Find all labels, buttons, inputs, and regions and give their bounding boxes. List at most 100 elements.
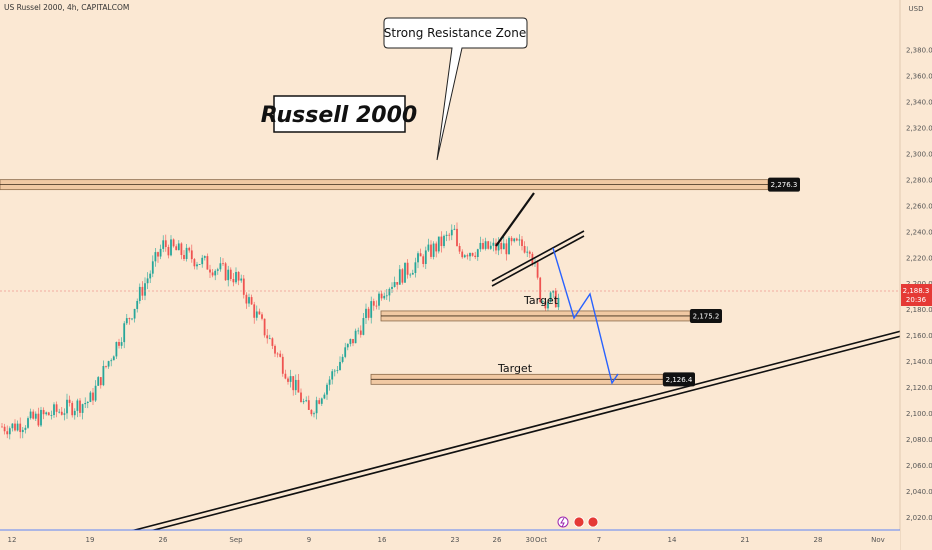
candle <box>37 407 40 427</box>
candle <box>255 305 258 321</box>
candle <box>300 388 302 403</box>
candle <box>11 423 14 432</box>
candle <box>331 368 334 385</box>
candle <box>216 267 219 275</box>
candle <box>456 222 458 247</box>
candle <box>73 408 76 420</box>
candle <box>518 234 521 246</box>
candle <box>92 387 94 406</box>
candle <box>274 344 276 357</box>
candle <box>323 392 326 400</box>
candle <box>539 276 542 304</box>
candle <box>206 253 209 270</box>
candle <box>440 231 443 253</box>
current-price-value: 2,188.3 <box>903 287 930 295</box>
candle <box>346 343 349 351</box>
candle <box>487 240 490 250</box>
candle <box>128 317 131 325</box>
candle <box>552 290 555 298</box>
y-tick-label: 2,180.0 <box>906 306 932 314</box>
event-icons[interactable] <box>557 516 599 528</box>
uptrend-line[interactable] <box>111 322 932 542</box>
candle <box>380 290 383 301</box>
candle <box>55 401 58 418</box>
candle <box>396 281 399 290</box>
candle <box>422 254 425 268</box>
y-tick-label: 2,040.0 <box>906 488 932 496</box>
chart-title-box: Russell 2000 <box>261 95 417 133</box>
candle <box>328 376 331 391</box>
x-tick-label: 28 <box>814 536 823 544</box>
callout-text: Strong Resistance Zone <box>384 26 526 40</box>
candle <box>281 353 284 377</box>
current-price-tag: 2,188.3 20:36 <box>901 284 932 306</box>
candle <box>131 318 133 321</box>
candle <box>107 360 110 369</box>
candle <box>224 261 227 282</box>
candle <box>359 325 362 338</box>
x-tick-label: 19 <box>86 536 95 544</box>
price-axis[interactable] <box>900 0 932 550</box>
x-tick-label: Nov <box>871 536 885 544</box>
candle <box>63 408 66 421</box>
y-tick-label: 2,160.0 <box>906 332 932 340</box>
candle <box>141 281 144 300</box>
resistance-callout[interactable]: Strong Resistance Zone <box>383 17 528 161</box>
candle <box>383 292 386 300</box>
candle <box>40 406 42 427</box>
y-tick-label: 2,260.0 <box>906 202 932 210</box>
candle <box>461 249 464 259</box>
candle <box>185 243 188 262</box>
candle <box>177 240 180 251</box>
candle <box>326 382 328 400</box>
candle <box>266 328 269 344</box>
candle <box>198 263 201 265</box>
level-price-label: 2,126.4 <box>666 376 693 384</box>
us-flag-icon[interactable] <box>573 516 585 528</box>
time-axis[interactable] <box>0 530 900 550</box>
candle <box>170 235 172 257</box>
candle <box>45 411 48 416</box>
candle <box>508 236 510 255</box>
candle <box>112 355 115 361</box>
lightning-icon[interactable] <box>557 516 569 528</box>
candle <box>333 369 336 377</box>
candle <box>354 328 357 344</box>
candle <box>159 244 162 260</box>
candle <box>453 225 456 231</box>
candle <box>388 287 391 302</box>
candle <box>445 231 448 242</box>
candle <box>14 419 16 432</box>
candle <box>242 274 245 299</box>
projection-path[interactable] <box>552 247 619 385</box>
candle <box>393 276 396 288</box>
candle <box>157 251 159 263</box>
candle <box>513 237 516 243</box>
rising-wedge-lines[interactable] <box>491 192 585 287</box>
x-tick-label: 23 <box>451 536 460 544</box>
candle <box>339 356 341 371</box>
candle <box>118 338 120 349</box>
candle <box>458 243 461 255</box>
level-price-tag <box>690 308 722 323</box>
candle <box>42 407 45 420</box>
candle <box>336 366 339 374</box>
candle <box>523 241 526 254</box>
candle <box>120 337 123 349</box>
candle <box>201 254 204 268</box>
candle <box>24 425 27 434</box>
candle <box>253 301 256 324</box>
candle <box>352 338 354 347</box>
candle <box>497 237 500 256</box>
candle <box>214 269 217 281</box>
us-flag-icon[interactable] <box>587 516 599 528</box>
candle <box>357 327 360 335</box>
candle <box>58 408 61 414</box>
candle <box>289 369 292 388</box>
candle <box>180 242 183 260</box>
candle <box>193 258 196 270</box>
y-tick-label: 2,220.0 <box>906 254 932 262</box>
candle <box>437 236 440 254</box>
